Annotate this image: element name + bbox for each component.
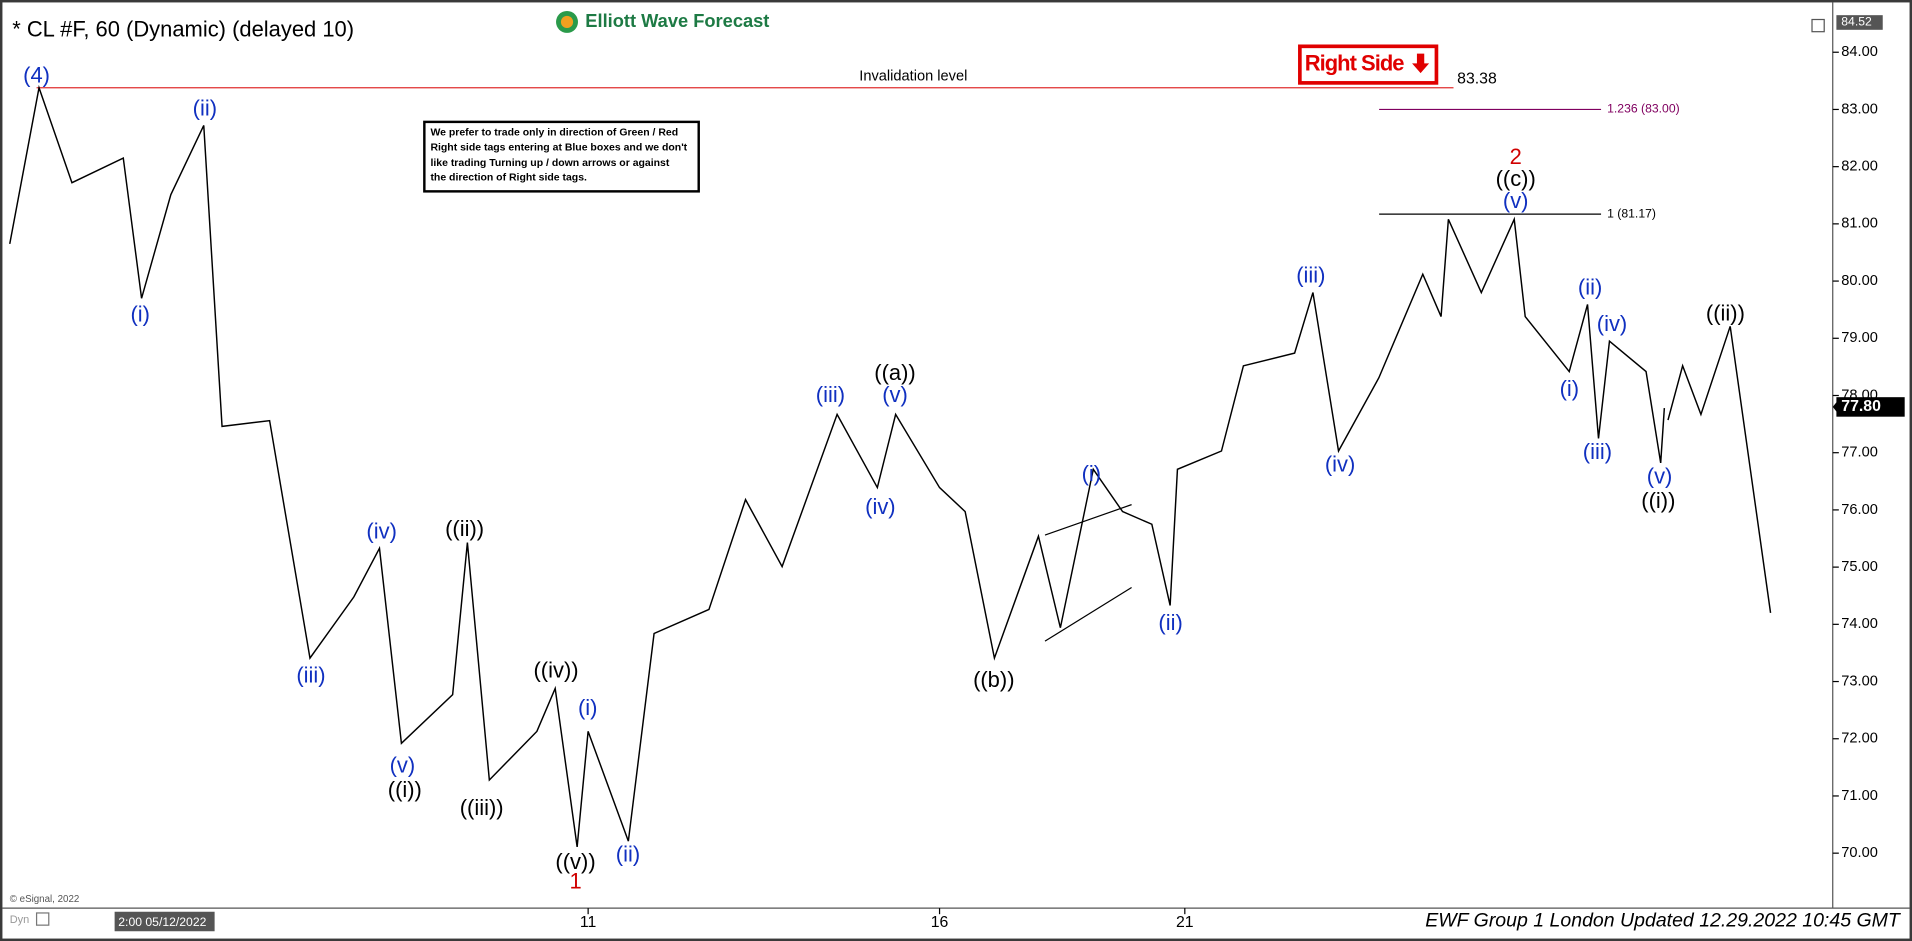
wave-label: (ii) [616, 841, 640, 866]
wave-label: (ii) [193, 96, 217, 121]
window-icon [1811, 18, 1825, 33]
wave-label: (ii) [1578, 275, 1602, 300]
badge-arrow [1412, 53, 1430, 74]
wave-label: (v) [882, 382, 908, 407]
trendline [1044, 504, 1132, 536]
y-tick-label: 72.00 [1841, 731, 1878, 747]
chart-title: * CL #F, 60 (Dynamic) (delayed 10) [12, 16, 354, 41]
wave-label: ((c)) [1496, 166, 1536, 191]
wave-label: ((v)) [555, 849, 595, 874]
wave-label: ((ii)) [445, 516, 484, 541]
crosshair-label: 2:00 05/12/2022 [118, 915, 206, 929]
logo: Elliott Wave Forecast [556, 10, 769, 33]
mode-label: Dyn [10, 914, 30, 926]
last-price-label: 77.80 [1841, 398, 1881, 415]
wave-label: ((iv)) [533, 657, 578, 682]
wave-label: ((i)) [388, 777, 422, 802]
wave-label: (v) [1503, 188, 1529, 213]
last-price-box [1836, 397, 1905, 417]
note-line: like trading Turning up / down arrows or… [430, 158, 669, 169]
y-tick-label: 75.00 [1841, 559, 1878, 575]
wave-label: (iv) [865, 494, 895, 519]
badge-box [1298, 44, 1439, 85]
y-tick-label: 83.00 [1841, 101, 1878, 117]
y-tick-label: 84.00 [1841, 44, 1878, 60]
wave-label: ((ii)) [1706, 300, 1745, 325]
copyright: © eSignal, 2022 [10, 894, 80, 905]
wave-label: (iii) [1583, 439, 1612, 464]
wave-label: (iii) [296, 662, 325, 687]
wave-label: ((a)) [874, 360, 915, 385]
wave-label: (v) [390, 752, 416, 777]
top-price-label: 84.52 [1841, 15, 1872, 29]
wave-label: (i) [130, 301, 150, 326]
wave-label: (i) [1560, 376, 1580, 401]
wave-label: (ii) [1158, 610, 1182, 635]
logo-text: Elliott Wave Forecast [585, 10, 769, 31]
note-line: the direction of Right side tags. [430, 173, 587, 184]
last-price-pointer [1832, 400, 1838, 414]
price-line [9, 84, 1666, 848]
wave-label: (4) [23, 63, 50, 88]
note-line: We prefer to trade only in direction of … [430, 128, 678, 139]
wave-label: (i) [1082, 461, 1102, 486]
crosshair-box [114, 911, 215, 932]
wave-label: (iv) [1325, 451, 1355, 476]
wave-label: ((b)) [973, 667, 1014, 692]
wave-label: (v) [1647, 464, 1673, 489]
note-box: We prefer to trade only in direction of … [423, 120, 700, 193]
y-tick-label: 77.00 [1841, 445, 1878, 461]
fib-level-label: 1.236 (83.00) [1607, 102, 1680, 116]
note-border [423, 120, 700, 193]
y-tick-label: 81.00 [1841, 216, 1878, 232]
y-tick-label: 76.00 [1841, 502, 1878, 518]
wave-label: (iii) [816, 382, 845, 407]
projection-line [1667, 326, 1772, 613]
wave-label: ((i)) [1641, 488, 1675, 513]
mode-icon [35, 912, 50, 926]
badge-text: Right Side [1305, 50, 1405, 75]
x-tick-label: 16 [931, 914, 949, 931]
y-tick-label: 82.00 [1841, 159, 1878, 175]
note-line: Right side tags entering at Blue boxes a… [430, 142, 687, 153]
wave-label: (iv) [366, 518, 396, 543]
wave-label: (iv) [1597, 311, 1627, 336]
x-tick-label: 11 [580, 914, 597, 931]
fib-level-label: 1 (81.17) [1607, 206, 1656, 220]
footer: EWF Group 1 London Updated 12.29.2022 10… [1425, 910, 1902, 932]
x-tick-label: 21 [1176, 914, 1194, 931]
wave-label: ((iii)) [460, 795, 504, 820]
y-tick-label: 71.00 [1841, 788, 1878, 804]
wave-label: (i) [578, 695, 598, 720]
trendline [1044, 586, 1132, 642]
y-tick-label: 79.00 [1841, 330, 1878, 346]
y-tick-label: 80.00 [1841, 273, 1878, 289]
top-price-box [1836, 15, 1883, 30]
logo-icon-inner [560, 15, 574, 29]
right-side-badge: Right Side [1298, 44, 1439, 85]
invalidation-value: 83.38 [1457, 70, 1497, 87]
triangle-lines [1044, 504, 1132, 642]
y-tick-label: 74.00 [1841, 616, 1878, 632]
y-tick-label: 70.00 [1841, 845, 1878, 861]
wave-label: (iii) [1296, 262, 1325, 287]
y-tick-label: 73.00 [1841, 673, 1878, 689]
wave-label: 1 [569, 868, 581, 893]
wave-label: 2 [1510, 144, 1522, 169]
invalidation-label: Invalidation level [859, 69, 967, 85]
